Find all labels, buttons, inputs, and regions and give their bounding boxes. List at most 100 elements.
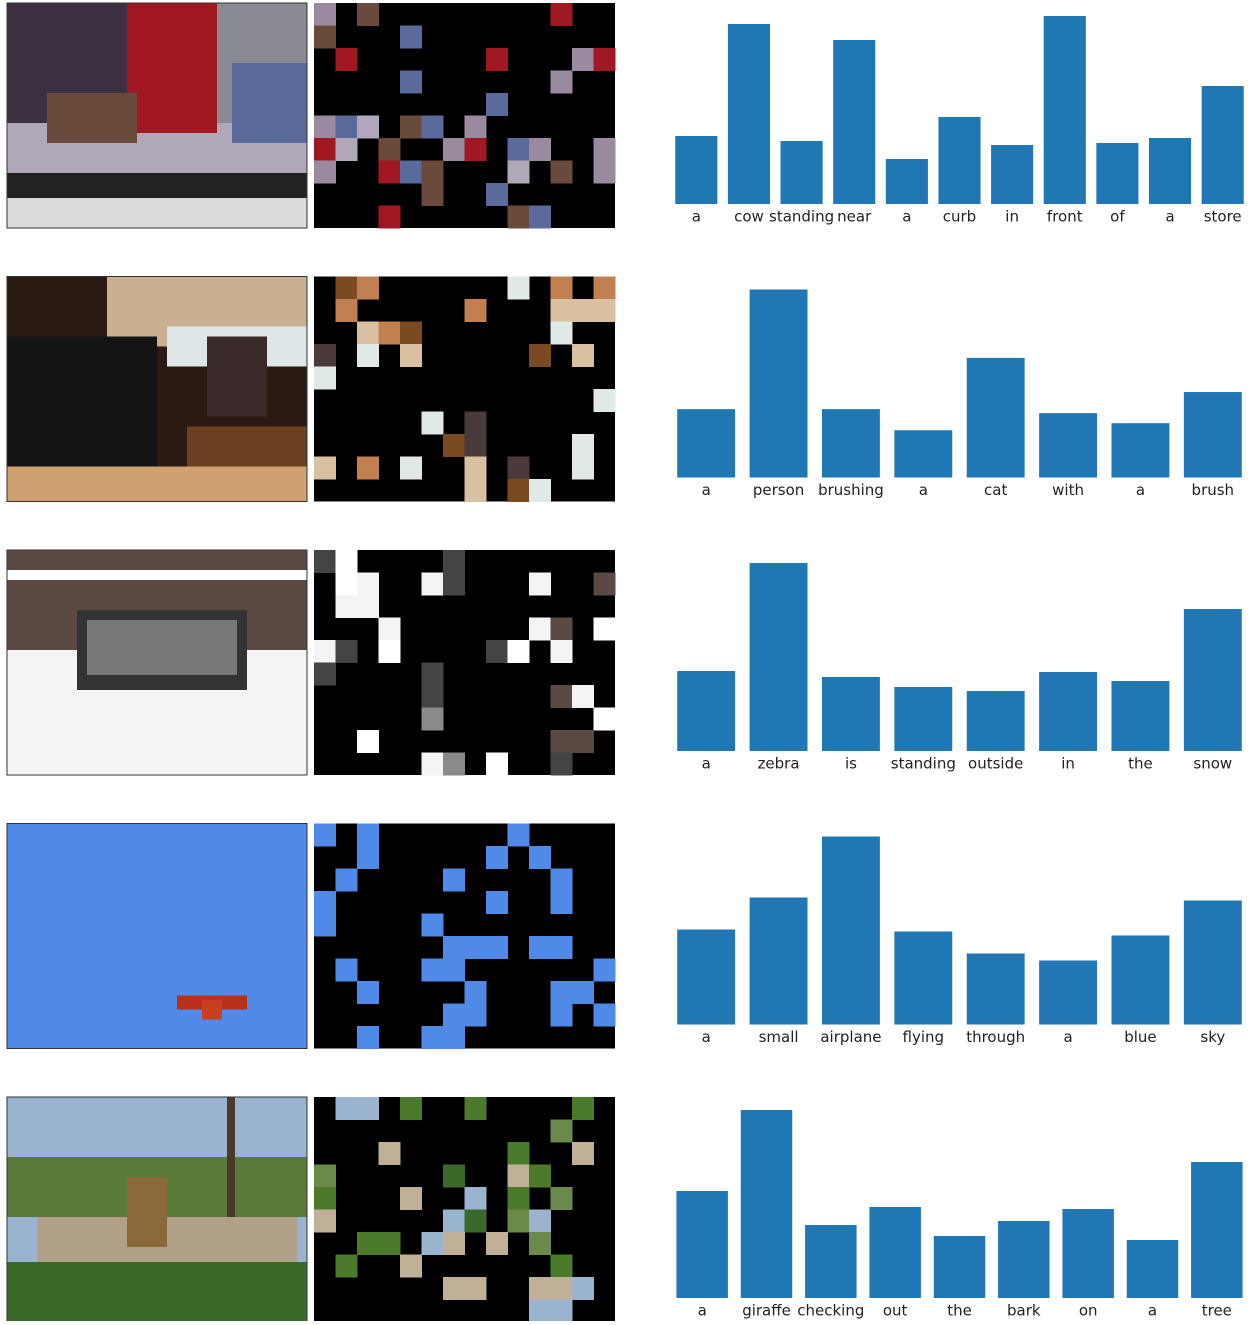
visible-patch [400,1097,422,1120]
x-tick-label: standing [891,755,956,773]
x-tick-label: sky [1200,1028,1225,1046]
visible-patch [378,617,401,641]
x-tick-label: in [1061,755,1075,773]
visible-patch [464,981,487,1004]
photo-region [7,570,307,580]
visible-patch [464,115,487,139]
visible-patch [529,1299,551,1323]
bar [1111,681,1170,751]
visible-patch [400,456,422,480]
x-tick-label: standing [769,208,834,226]
photo-region [87,620,237,675]
visible-patch [357,981,379,1004]
visible-patch [421,115,444,139]
visible-patch [314,3,336,26]
x-tick-label: a [692,208,701,226]
x-tick-label: store [1204,208,1242,226]
bar [1111,935,1170,1025]
visible-patch [335,572,358,596]
x-tick-label: of [1110,208,1125,226]
visible-patch [335,1097,358,1120]
visible-patch [421,662,444,686]
visible-patch [443,550,465,573]
visible-patch [593,958,616,982]
visible-patch [529,572,551,596]
visible-patch [357,344,379,367]
bar [1183,609,1242,751]
visible-patch [378,1232,401,1255]
visible-patch [357,1232,379,1255]
visible-patch [400,115,422,139]
visible-patch [529,617,551,641]
visible-patch [529,1232,551,1255]
visible-patch [378,1142,401,1165]
visible-patch [314,891,336,914]
visible-patch [464,1003,487,1027]
visible-patch [550,3,573,26]
photo-region [7,336,157,467]
visible-patch [507,1209,530,1233]
visible-patch [443,936,465,959]
visible-patch [550,981,573,1004]
x-tick-label: a [702,755,711,773]
photo-region [47,93,137,143]
photo-region [202,999,222,1020]
visible-patch [443,1232,465,1255]
photo [6,2,308,229]
bar [991,145,1034,204]
visible-patch [507,1187,530,1210]
photo-region [7,173,307,198]
bar [727,24,771,204]
bar [1126,1240,1179,1298]
visible-patch [507,1164,530,1188]
bar [894,430,953,478]
visible-patch [529,1277,551,1300]
bar [1096,143,1139,204]
visible-patch [486,48,508,71]
x-tick-label: tree [1202,1302,1232,1320]
photo [6,823,308,1049]
visible-patch [550,1003,573,1027]
x-tick-label: with [1052,481,1084,499]
bar [1201,86,1244,204]
visible-patch [335,299,358,322]
visible-patch [550,1299,573,1323]
visible-patch [507,640,530,663]
x-tick-label: flying [903,1028,945,1046]
visible-patch [400,321,422,345]
visible-patch [464,936,487,959]
bar [676,1191,728,1298]
visible-patch [314,115,336,139]
visible-patch [443,1003,465,1027]
visible-patch [572,434,594,457]
visible-patch [314,823,336,847]
visible-patch [421,411,444,435]
bar [677,671,736,751]
visible-patch [464,1209,487,1233]
visible-patch [443,752,465,776]
bar [805,1225,857,1298]
visible-patch [464,434,487,457]
photo-bg [7,823,307,1049]
bar [821,677,880,751]
visible-patch [507,456,530,480]
visible-patch [314,25,336,49]
visible-patch [593,48,616,71]
x-tick-label: snow [1193,755,1232,773]
photo-region [207,336,267,417]
visible-patch [593,276,616,300]
photo-region [7,1262,307,1322]
visible-patch [357,730,379,753]
visible-patch [443,1277,465,1300]
x-tick-label: a [1136,481,1145,499]
visible-patch [357,276,379,300]
x-tick-label: airplane [820,1028,881,1046]
visible-patch [314,1187,336,1210]
x-tick-label: in [1005,208,1019,226]
visible-patch [486,183,508,206]
visible-patch [357,846,379,869]
x-tick-label: a [1063,1028,1072,1046]
visible-patch [378,205,401,229]
visible-patch [314,138,336,161]
bar [677,409,736,478]
